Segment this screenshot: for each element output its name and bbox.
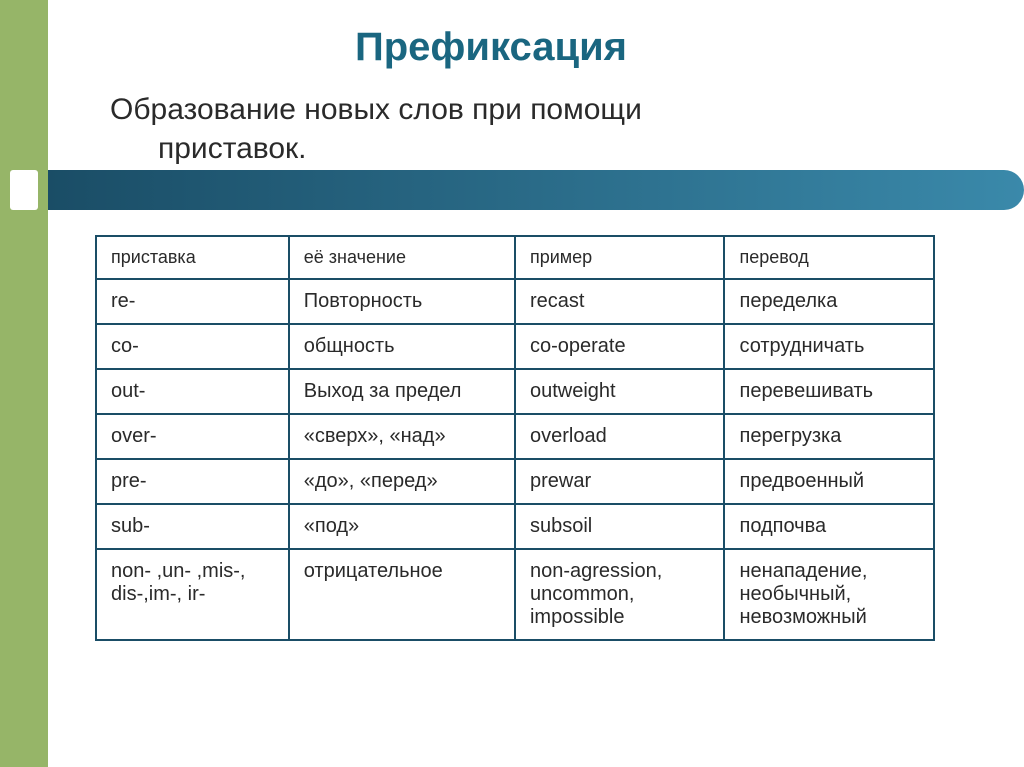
header-example: пример [515,236,725,279]
cell-meaning: Выход за предел [289,369,515,414]
table-row: non- ,un- ,mis-, dis-,im-, ir- отрицател… [96,549,934,640]
header-bar-decoration [48,170,1024,210]
cell-example: prewar [515,459,725,504]
cell-prefix: pre- [96,459,289,504]
cell-translation: подпочва [724,504,934,549]
table-row: sub- «под» subsoil подпочва [96,504,934,549]
cell-translation: сотрудничать [724,324,934,369]
cell-example: non-agression, uncommon, impossible [515,549,725,640]
subtitle-line-1: Образование новых слов при помощи [110,90,642,129]
cell-translation: ненападение, необычный, невозможный [724,549,934,640]
cell-example: overload [515,414,725,459]
table-row: re- Повторность recast переделка [96,279,934,324]
subtitle-line-2: приставок. [110,129,642,168]
cell-translation: переделка [724,279,934,324]
cell-example: outweight [515,369,725,414]
cell-meaning: «до», «перед» [289,459,515,504]
table-row: pre- «до», «перед» prewar предвоенный [96,459,934,504]
page-subtitle: Образование новых слов при помощи приста… [110,90,642,168]
cell-meaning: общность [289,324,515,369]
cell-prefix: sub- [96,504,289,549]
cell-example: recast [515,279,725,324]
left-sidebar-decoration [0,0,48,767]
page-title: Префиксация [355,25,627,70]
table-row: over- «сверх», «над» overload перегрузка [96,414,934,459]
table-body: re- Повторность recast переделка co- общ… [96,279,934,640]
cell-prefix: out- [96,369,289,414]
cell-meaning: «сверх», «над» [289,414,515,459]
cell-example: subsoil [515,504,725,549]
cell-prefix: over- [96,414,289,459]
prefixes-table: приставка её значение пример перевод re-… [95,235,935,641]
cell-translation: перегрузка [724,414,934,459]
table-header-row: приставка её значение пример перевод [96,236,934,279]
cell-meaning: отрицательное [289,549,515,640]
cell-prefix: non- ,un- ,mis-, dis-,im-, ir- [96,549,289,640]
cell-meaning: «под» [289,504,515,549]
header-translation: перевод [724,236,934,279]
cell-meaning: Повторность [289,279,515,324]
prefixes-table-container: приставка её значение пример перевод re-… [95,235,935,641]
cell-example: co-operate [515,324,725,369]
header-meaning: её значение [289,236,515,279]
table-row: out- Выход за предел outweight перевешив… [96,369,934,414]
cell-prefix: co- [96,324,289,369]
cell-translation: предвоенный [724,459,934,504]
decoration-white-box [10,170,38,210]
header-prefix: приставка [96,236,289,279]
cell-prefix: re- [96,279,289,324]
cell-translation: перевешивать [724,369,934,414]
table-row: co- общность co-operate сотрудничать [96,324,934,369]
